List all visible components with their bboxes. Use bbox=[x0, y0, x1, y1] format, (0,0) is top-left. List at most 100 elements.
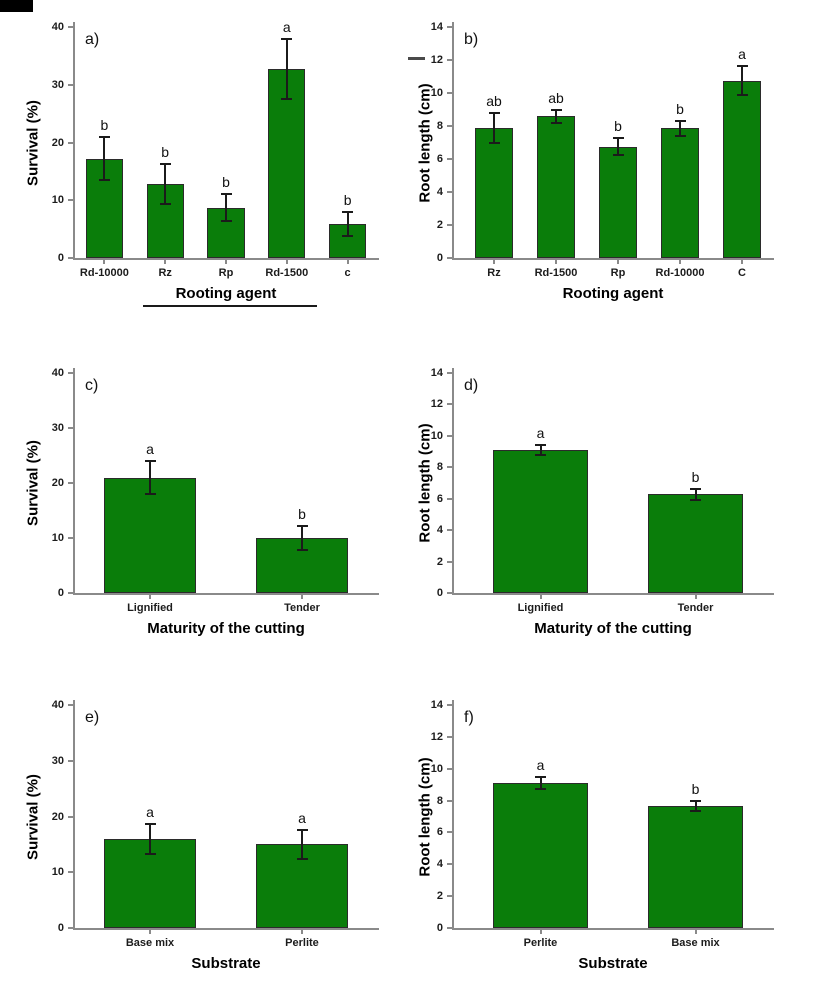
error-bar-stem bbox=[301, 526, 303, 550]
error-bar-stem bbox=[617, 138, 619, 155]
y-axis-line bbox=[452, 22, 454, 258]
y-axis-line bbox=[73, 700, 75, 928]
bar bbox=[537, 116, 575, 258]
y-tick bbox=[447, 434, 452, 437]
category-label: Rz bbox=[487, 267, 501, 279]
error-bar-stem bbox=[555, 109, 557, 123]
x-tick bbox=[149, 930, 151, 934]
panel-label: f) bbox=[464, 709, 474, 726]
y-tick bbox=[447, 831, 452, 834]
error-bar-cap-top bbox=[674, 120, 686, 123]
chart-panel-d: 0 2 4 6 8 10 12 14 a Lignified b Tender Maturity of … bbox=[413, 330, 826, 660]
x-tick bbox=[539, 595, 542, 599]
y-tick bbox=[68, 427, 73, 429]
x-axis-title: Maturity of the cutting bbox=[147, 620, 305, 637]
y-tick-label: 8 bbox=[436, 794, 443, 807]
y-axis-line bbox=[73, 22, 75, 258]
y-tick bbox=[447, 466, 452, 469]
error-bar-cap-bottom bbox=[612, 153, 624, 156]
error-bar-cap-top bbox=[281, 37, 293, 40]
error-bar-cap-top bbox=[342, 210, 354, 213]
y-tick bbox=[447, 704, 452, 706]
error-bar-cap-top bbox=[535, 444, 546, 447]
y-tick bbox=[447, 191, 452, 193]
y-tick bbox=[68, 592, 73, 594]
bar bbox=[599, 146, 637, 258]
category-label: Lignified bbox=[127, 602, 173, 614]
y-tick-label: 10 bbox=[430, 87, 443, 99]
x-axis-title-underline bbox=[143, 305, 317, 307]
error-bar-stem bbox=[149, 823, 151, 854]
significance-letter: b bbox=[614, 118, 622, 135]
bar bbox=[207, 207, 245, 258]
category-label: Tender bbox=[677, 602, 714, 614]
category-label: Tender bbox=[284, 602, 320, 614]
panel-label: e) bbox=[85, 709, 100, 726]
error-bar-cap-bottom bbox=[674, 134, 686, 137]
category-label: Lignified bbox=[517, 602, 564, 614]
category-label: Rp bbox=[610, 267, 626, 279]
significance-letter: b bbox=[691, 781, 700, 798]
category-label: Base mix bbox=[671, 937, 720, 949]
x-axis-title: Substrate bbox=[191, 955, 261, 972]
bar bbox=[661, 128, 699, 258]
error-bar-stem bbox=[493, 112, 495, 143]
x-tick bbox=[539, 930, 542, 934]
error-bar-stem bbox=[164, 163, 167, 205]
y-tick-label: 14 bbox=[430, 699, 443, 711]
category-label: Perlite bbox=[285, 937, 319, 949]
y-tick-label: 4 bbox=[436, 858, 443, 871]
y-tick-label: 6 bbox=[436, 153, 443, 165]
significance-letter: a bbox=[298, 809, 306, 826]
error-bar-stem bbox=[225, 194, 227, 222]
error-bar-cap-top bbox=[296, 525, 308, 528]
error-bar-stem bbox=[285, 38, 288, 99]
y-tick-label: 20 bbox=[51, 136, 64, 149]
x-tick bbox=[346, 260, 349, 264]
y-tick-label: 10 bbox=[430, 429, 443, 442]
error-bar-cap-bottom bbox=[144, 852, 156, 855]
error-bar-stem bbox=[539, 445, 542, 455]
y-tick bbox=[68, 759, 73, 762]
y-tick-label: 6 bbox=[436, 826, 443, 839]
significance-letter: b bbox=[343, 191, 352, 208]
category-label: C bbox=[738, 267, 746, 279]
x-tick bbox=[555, 260, 557, 264]
bar bbox=[475, 127, 513, 258]
x-tick bbox=[301, 930, 303, 934]
y-axis-line bbox=[73, 368, 75, 593]
x-axis-line bbox=[452, 258, 774, 260]
y-tick bbox=[68, 199, 73, 202]
error-bar-stem bbox=[741, 65, 743, 96]
error-bar-stem bbox=[539, 777, 542, 789]
y-tick-label: 6 bbox=[436, 492, 443, 505]
x-axis-title: Rooting agent bbox=[562, 285, 664, 302]
error-bar-cap-bottom bbox=[296, 548, 308, 551]
y-tick-label: 12 bbox=[430, 730, 443, 743]
y-tick bbox=[447, 26, 452, 28]
y-tick bbox=[447, 403, 452, 406]
x-axis-title: Substrate bbox=[578, 955, 648, 972]
y-tick bbox=[447, 372, 452, 374]
y-tick bbox=[68, 815, 73, 818]
y-tick bbox=[68, 537, 73, 539]
y-tick-label: 30 bbox=[51, 78, 64, 91]
significance-letter: b bbox=[100, 117, 109, 134]
y-tick bbox=[447, 799, 452, 802]
y-tick bbox=[447, 59, 452, 61]
y-tick bbox=[447, 257, 452, 259]
category-label: Rd-1500 bbox=[534, 267, 578, 279]
x-tick bbox=[694, 595, 697, 599]
y-tick bbox=[447, 767, 452, 770]
y-tick-label: 0 bbox=[57, 587, 64, 599]
x-axis-title: Maturity of the cutting bbox=[534, 620, 692, 637]
y-axis-title: Survival (%) bbox=[24, 440, 42, 526]
bar bbox=[493, 783, 588, 928]
y-tick-label: 0 bbox=[57, 922, 64, 934]
error-bar-cap-bottom bbox=[144, 493, 156, 495]
y-tick-label: 30 bbox=[51, 754, 64, 767]
x-tick bbox=[225, 260, 227, 264]
y-tick-label: 8 bbox=[436, 120, 443, 132]
y-tick bbox=[447, 927, 452, 929]
